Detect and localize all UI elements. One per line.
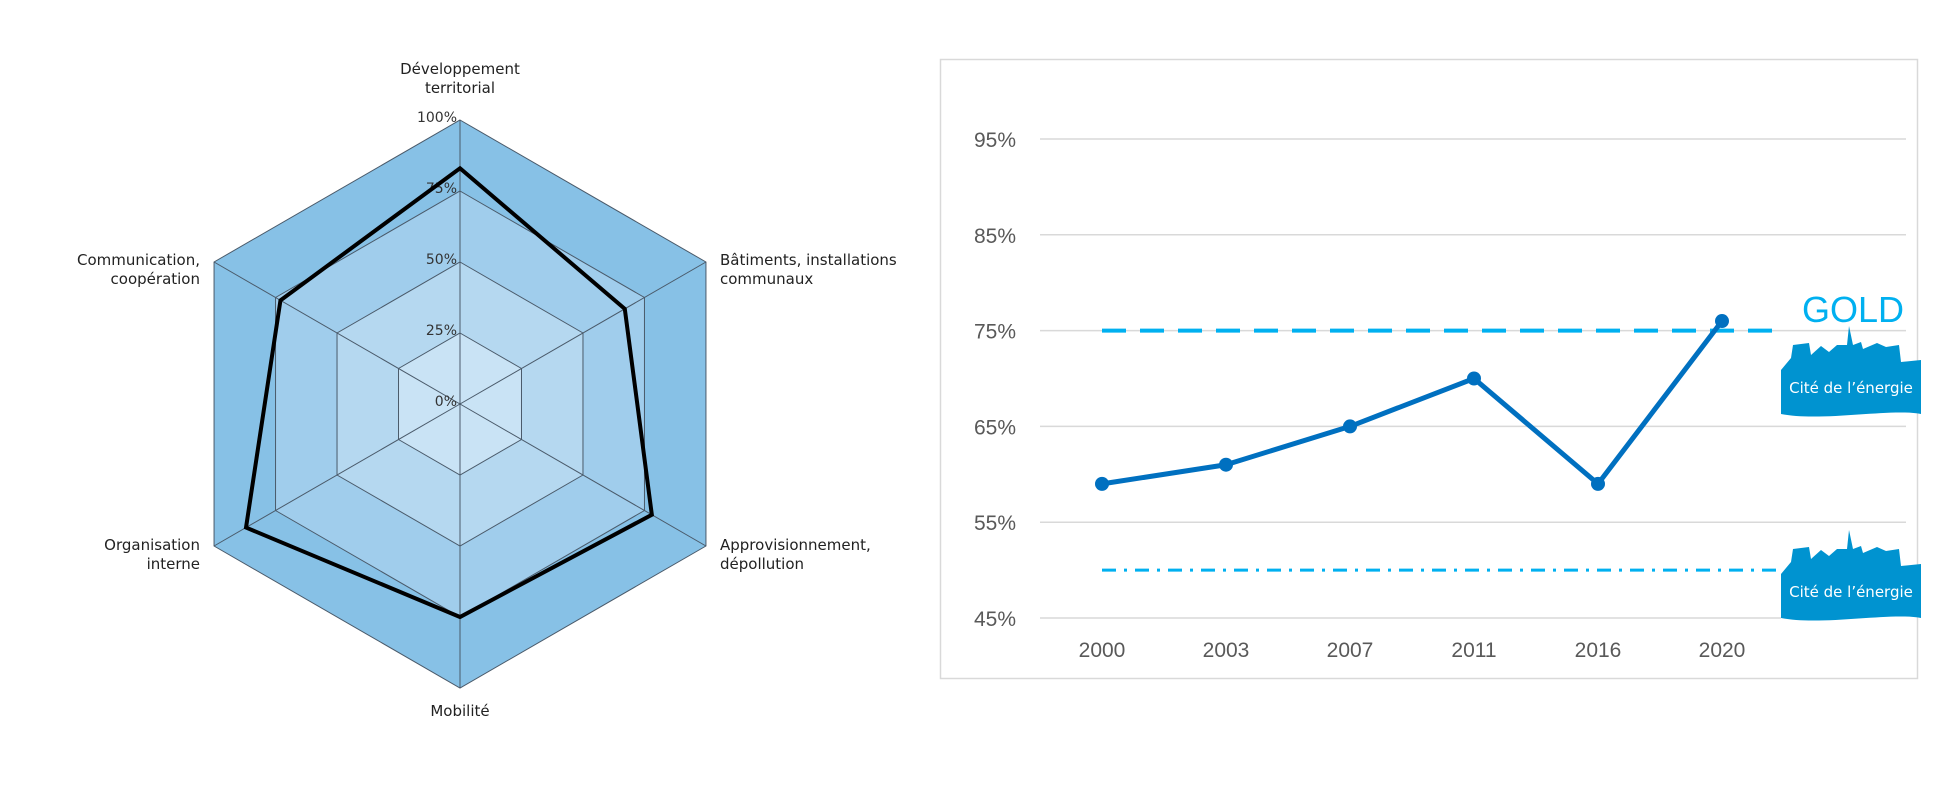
logo-text: Cité de l’énergie — [1789, 583, 1913, 601]
cite-energie-logo: Cité de l’énergie — [1781, 326, 1921, 417]
data-point — [1095, 476, 1109, 491]
y-tick-label: 95% — [974, 129, 1016, 152]
data-point — [1343, 419, 1357, 434]
radar-tick-label: 50% — [426, 252, 457, 268]
logo-text: Cité de l’énergie — [1789, 379, 1913, 397]
x-tick-label: 2020 — [1699, 639, 1746, 662]
radar-tick-label: 25% — [426, 323, 457, 339]
y-tick-label: 55% — [974, 512, 1016, 535]
radar-spoke — [459, 403, 707, 547]
data-point — [1467, 371, 1481, 386]
radar-axis-label: Développement territorial — [400, 60, 520, 97]
line-series — [1101, 319, 1724, 487]
y-tick-label: 65% — [974, 416, 1016, 439]
chart-frame — [939, 58, 1919, 680]
y-tick-label: 75% — [974, 321, 1016, 344]
radar-tick-label: 75% — [426, 181, 457, 197]
cite-energie-logo: Cité de l’énergie — [1781, 530, 1921, 621]
radar-axis-label: Mobilité — [430, 702, 489, 720]
data-point — [1715, 314, 1729, 329]
radar-spoke — [459, 261, 707, 405]
data-point — [1591, 476, 1605, 491]
line-chart: 45% 55% 65% 75% 85% 95% 2000 2003 2007 2011 2016 20… — [939, 58, 1921, 680]
radar-spoke — [213, 403, 461, 547]
x-tick-label: 2007 — [1327, 639, 1374, 662]
skyline-icon — [1781, 530, 1921, 621]
radar-spoke — [213, 261, 461, 405]
x-tick-label: 2016 — [1575, 639, 1622, 662]
radar-tick-label: 100% — [417, 110, 457, 126]
radar-chart: 0% 25% 50% 75% 100% Développement territorial B… — [77, 60, 897, 720]
radar-axis-label: Communication, coopération — [77, 251, 200, 288]
radar-tick-label: 0% — [435, 394, 457, 410]
radar-axis-label: Bâtiments, installations communaux — [720, 251, 897, 288]
radar-axis-label: Organisation interne — [104, 536, 200, 573]
x-tick-label: 2000 — [1079, 639, 1126, 662]
x-tick-label: 2011 — [1451, 639, 1496, 662]
y-tick-label: 85% — [974, 225, 1016, 248]
data-point — [1219, 457, 1233, 472]
radar-axis-label: Approvisionnement, dépollution — [720, 536, 871, 573]
skyline-icon — [1781, 326, 1921, 417]
gold-label: GOLD — [1802, 289, 1904, 330]
radar-series — [243, 165, 655, 620]
y-tick-label: 45% — [974, 608, 1016, 631]
x-tick-label: 2003 — [1203, 639, 1250, 662]
